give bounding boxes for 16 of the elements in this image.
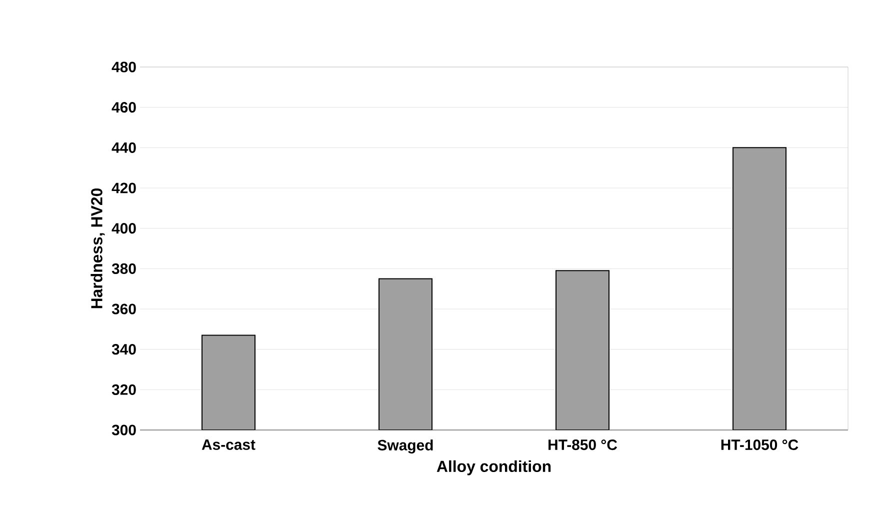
y-tick-label: 360 [112, 304, 136, 314]
y-tick-label: 460 [112, 102, 136, 113]
y-tick-label: 320 [112, 384, 136, 395]
x-tick-label: As-cast [202, 440, 256, 450]
y-tick-label: 380 [112, 263, 136, 274]
y-tick-label: 420 [112, 182, 136, 194]
y-axis-title: Hardness, HV20 [90, 188, 105, 308]
y-tick-label: 300 [112, 424, 136, 436]
y-tick-label: 480 [112, 62, 136, 72]
x-tick-label: Swaged [378, 440, 433, 454]
y-tick-label: 440 [112, 142, 136, 153]
y-tick-label: 400 [112, 223, 136, 234]
x-tick-label: HT-1050 °C [721, 439, 798, 450]
y-tick-label: 340 [112, 344, 136, 355]
x-tick-label: HT-850 °C [548, 439, 618, 450]
x-axis-title: Alloy condition [436, 460, 551, 476]
